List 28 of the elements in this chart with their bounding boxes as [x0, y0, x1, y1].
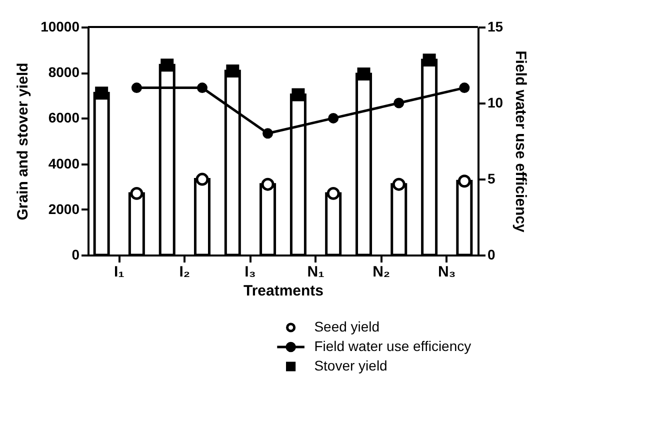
x-tick-label: N₂	[372, 264, 390, 280]
x-tick-label: I₂	[179, 264, 190, 280]
x-tick-label: I₁	[114, 264, 124, 280]
y2-axis-title: Field water use efficiency	[512, 50, 530, 234]
y-tick-label: 8000	[48, 64, 80, 80]
point	[328, 112, 339, 124]
y-axis-title: Grain and stover yield	[14, 62, 32, 220]
point	[131, 82, 142, 94]
y2-tick-label: 5	[488, 170, 496, 186]
legend-label: Stover yield	[314, 358, 388, 374]
y-tick-label: 2000	[48, 200, 80, 217]
x-tick-label: N₃	[438, 264, 456, 280]
point	[394, 98, 404, 108]
y2-tick-label: 0	[488, 246, 496, 262]
x-axis-title: Treatments	[243, 282, 324, 300]
point	[262, 128, 274, 139]
y2-tick-label: 10	[488, 94, 504, 110]
point	[459, 82, 470, 94]
y-tick-label: 0	[72, 246, 80, 262]
legend-label: Seed yield	[314, 318, 380, 334]
y-tick-label: 4000	[48, 155, 80, 172]
x-tick-label: I₃	[244, 264, 256, 280]
legend-label: Field water use efficiency	[314, 338, 472, 354]
x-tick-label: N₁	[307, 264, 324, 280]
y2-tick-label: 15	[488, 18, 504, 34]
y-tick-label: 6000	[48, 110, 80, 126]
y-tick-label: 10000	[40, 18, 80, 34]
point	[196, 82, 208, 94]
